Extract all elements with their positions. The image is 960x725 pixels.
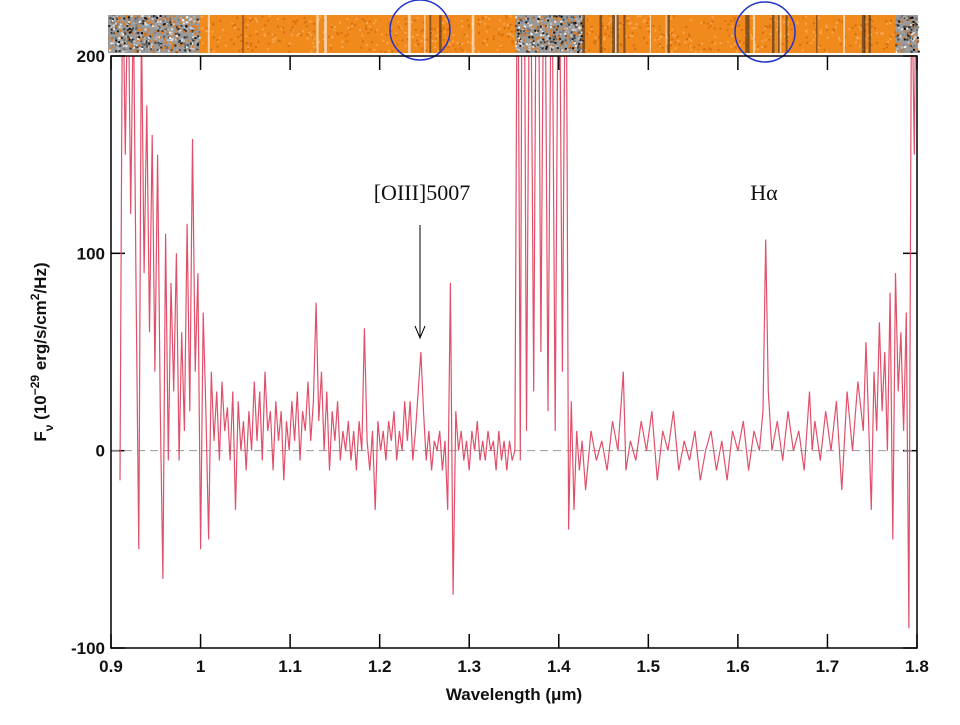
x-tick-label: 1 bbox=[196, 657, 205, 676]
y-label-part: 2 bbox=[28, 293, 42, 300]
spectrum-image bbox=[108, 15, 920, 53]
x-tick-label: 1.8 bbox=[905, 657, 929, 676]
annotation: Hα bbox=[750, 180, 778, 205]
plot-frame bbox=[110, 55, 918, 649]
x-tick-label: 0.9 bbox=[99, 657, 123, 676]
x-tick-label: 1.1 bbox=[278, 657, 302, 676]
x-tick-label: 1.5 bbox=[637, 657, 661, 676]
x-label-part: μ bbox=[551, 685, 561, 704]
y-label-part: ν bbox=[42, 424, 56, 431]
y-label-part: −29 bbox=[28, 375, 42, 396]
y-label-part: (10 bbox=[31, 395, 50, 424]
marker-circle bbox=[389, 0, 451, 61]
x-tick-label: 1.4 bbox=[547, 657, 571, 676]
x-axis-label: Wavelength (μm) bbox=[446, 685, 582, 704]
x-label-part: m) bbox=[561, 685, 582, 704]
y-label-part: /Hz) bbox=[31, 262, 50, 293]
annotation: [OIII]5007 bbox=[374, 180, 471, 205]
x-tick-label: 1.2 bbox=[368, 657, 392, 676]
marker-circle bbox=[734, 1, 796, 63]
y-tick-label: 0 bbox=[96, 442, 105, 461]
x-tick-label: 1.3 bbox=[457, 657, 481, 676]
spectrum-line bbox=[119, 56, 916, 629]
y-tick-label: 200 bbox=[77, 47, 105, 66]
annotation-arrow-head bbox=[414, 325, 426, 340]
y-label-part: F bbox=[31, 431, 50, 441]
y-tick-label: -100 bbox=[71, 639, 105, 658]
x-label-part: Wavelength ( bbox=[446, 685, 551, 704]
x-tick-label: 1.6 bbox=[726, 657, 750, 676]
x-tick-label: 1.7 bbox=[816, 657, 840, 676]
y-axis-label: Fν (10−29 erg/s/cm2/Hz) bbox=[28, 262, 56, 441]
y-tick-label: 100 bbox=[77, 244, 105, 263]
y-label-part: erg/s/cm bbox=[31, 300, 50, 375]
